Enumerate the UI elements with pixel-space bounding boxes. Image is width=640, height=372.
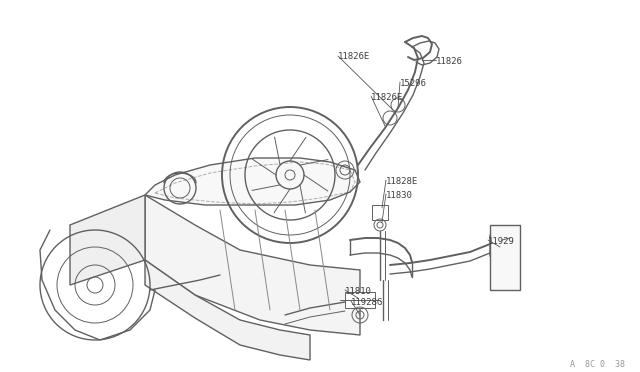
Text: 11929: 11929 xyxy=(488,237,515,246)
Polygon shape xyxy=(70,195,145,285)
Polygon shape xyxy=(345,292,375,308)
Polygon shape xyxy=(372,205,388,220)
Text: 15296: 15296 xyxy=(400,79,427,88)
Text: 11928G: 11928G xyxy=(351,298,383,307)
Text: 11826E: 11826E xyxy=(338,52,371,61)
Text: 11828E: 11828E xyxy=(386,177,419,186)
Polygon shape xyxy=(490,225,520,290)
Polygon shape xyxy=(145,260,310,360)
Text: 11826: 11826 xyxy=(436,57,463,66)
Text: A  8C 0  38: A 8C 0 38 xyxy=(570,360,625,369)
Text: 11830: 11830 xyxy=(386,191,413,200)
Polygon shape xyxy=(145,158,360,205)
Text: 11826E: 11826E xyxy=(371,93,403,102)
Polygon shape xyxy=(490,235,506,258)
Text: 11810: 11810 xyxy=(345,287,372,296)
Polygon shape xyxy=(145,195,360,335)
